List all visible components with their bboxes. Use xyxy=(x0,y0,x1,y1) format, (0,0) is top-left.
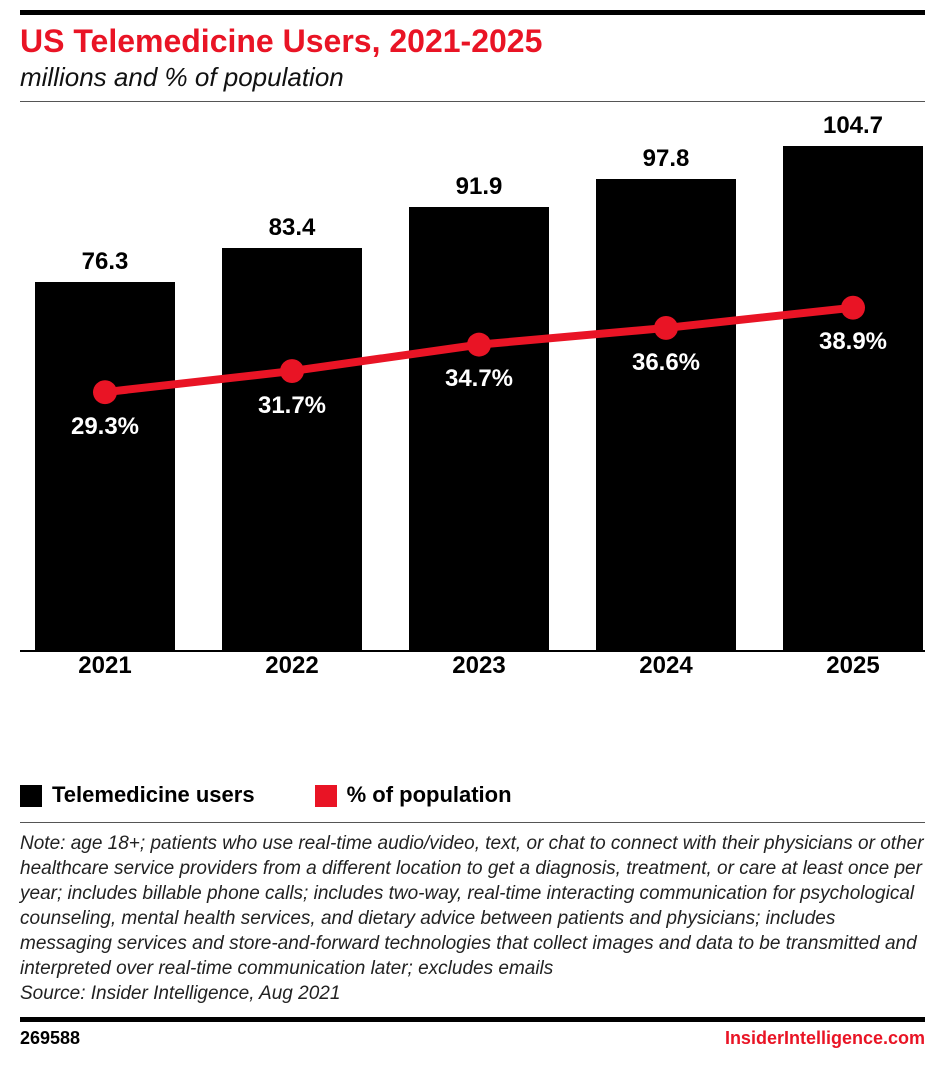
note-text: Note: age 18+; patients who use real-tim… xyxy=(20,831,925,981)
divider xyxy=(20,101,925,102)
pct-label: 34.7% xyxy=(409,365,549,393)
legend-label-bars: Telemedicine users xyxy=(52,782,255,807)
legend-swatch-bars xyxy=(20,785,42,807)
bar xyxy=(596,179,736,650)
x-axis-label: 2022 xyxy=(222,652,362,680)
bar-group: 104.7 xyxy=(783,146,923,650)
footer: 269588 InsiderIntelligence.com xyxy=(20,1017,925,1049)
bar-value-label: 97.8 xyxy=(596,145,736,173)
chart-subtitle: millions and % of population xyxy=(20,62,925,93)
x-axis-label: 2023 xyxy=(409,652,549,680)
source-text: Source: Insider Intelligence, Aug 2021 xyxy=(20,981,925,1006)
pct-label: 29.3% xyxy=(35,413,175,441)
bar-value-label: 104.7 xyxy=(783,112,923,140)
x-axis-label: 2021 xyxy=(35,652,175,680)
note-section: Note: age 18+; patients who use real-tim… xyxy=(20,822,925,1007)
footer-brand: InsiderIntelligence.com xyxy=(725,1028,925,1049)
bar-group: 76.3 xyxy=(35,282,175,650)
legend-item-bars: Telemedicine users xyxy=(20,782,255,808)
legend-swatch-line xyxy=(315,785,337,807)
chart-title: US Telemedicine Users, 2021-2025 xyxy=(20,23,925,60)
x-axis-label: 2025 xyxy=(783,652,923,680)
bar-value-label: 76.3 xyxy=(35,248,175,276)
legend: Telemedicine users % of population xyxy=(20,782,925,808)
bar-group: 91.9 xyxy=(409,207,549,650)
bar xyxy=(35,282,175,650)
x-axis-label: 2024 xyxy=(596,652,736,680)
x-axis: 2021 2022 2023 2024 2025 xyxy=(20,652,925,692)
top-rule xyxy=(20,10,925,15)
bar xyxy=(222,248,362,650)
bar-value-label: 83.4 xyxy=(222,214,362,242)
pct-label: 36.6% xyxy=(596,349,736,377)
footer-id: 269588 xyxy=(20,1028,80,1049)
chart-area: 76.3 83.4 91.9 97.8 104.7 29.3% 31.7% 34.7% 36.… xyxy=(20,122,925,722)
pct-label: 38.9% xyxy=(783,328,923,356)
plot-area: 76.3 83.4 91.9 97.8 104.7 29.3% 31.7% 34.7% 36.… xyxy=(20,122,925,652)
bar xyxy=(783,146,923,650)
bar-group: 97.8 xyxy=(596,179,736,650)
legend-item-line: % of population xyxy=(315,782,512,808)
legend-label-line: % of population xyxy=(347,782,512,807)
bar-group: 83.4 xyxy=(222,248,362,650)
bar-value-label: 91.9 xyxy=(409,173,549,201)
bar xyxy=(409,207,549,650)
pct-label: 31.7% xyxy=(222,392,362,420)
